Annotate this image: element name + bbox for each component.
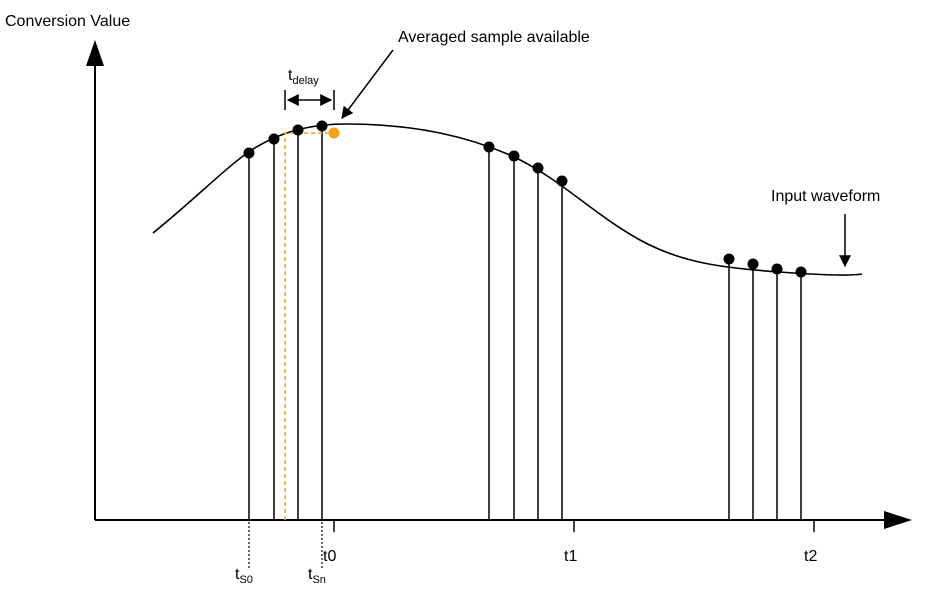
averaged-sample-arrow [341, 49, 394, 119]
y-axis-label: Conversion Value [5, 13, 130, 30]
sample-dot [508, 150, 520, 162]
sample-dot [723, 253, 735, 265]
averaged-sample-dot [328, 127, 340, 139]
delay-label: tdelay [288, 67, 319, 87]
tick-label-t0: t0 [323, 548, 336, 565]
x-axis-arrow [884, 511, 912, 529]
sample-stems [248, 126, 802, 520]
sample-dot [795, 266, 807, 278]
sample-dot [747, 258, 759, 270]
input-waveform-curve [152, 123, 863, 276]
averaged-value-guide [284, 132, 333, 520]
sample-dot [292, 124, 304, 136]
sample-dot [483, 141, 495, 153]
input-waveform-label: Input waveform [771, 188, 880, 205]
y-axis-arrow [86, 40, 104, 66]
averaged-sample-label: Averaged sample available [398, 29, 590, 46]
sample-dot [532, 162, 544, 174]
sample-dot [556, 175, 568, 187]
sample-dot [771, 263, 783, 275]
tick-label-t1: t1 [564, 548, 577, 565]
sample-end-label: tSn [308, 566, 326, 586]
sample-dots [243, 120, 807, 278]
tick-label-t2: t2 [804, 548, 817, 565]
sample-dot [243, 147, 255, 159]
sample-start-label: tS0 [235, 566, 253, 586]
sample-dot [268, 133, 280, 145]
sample-dot [316, 120, 328, 132]
